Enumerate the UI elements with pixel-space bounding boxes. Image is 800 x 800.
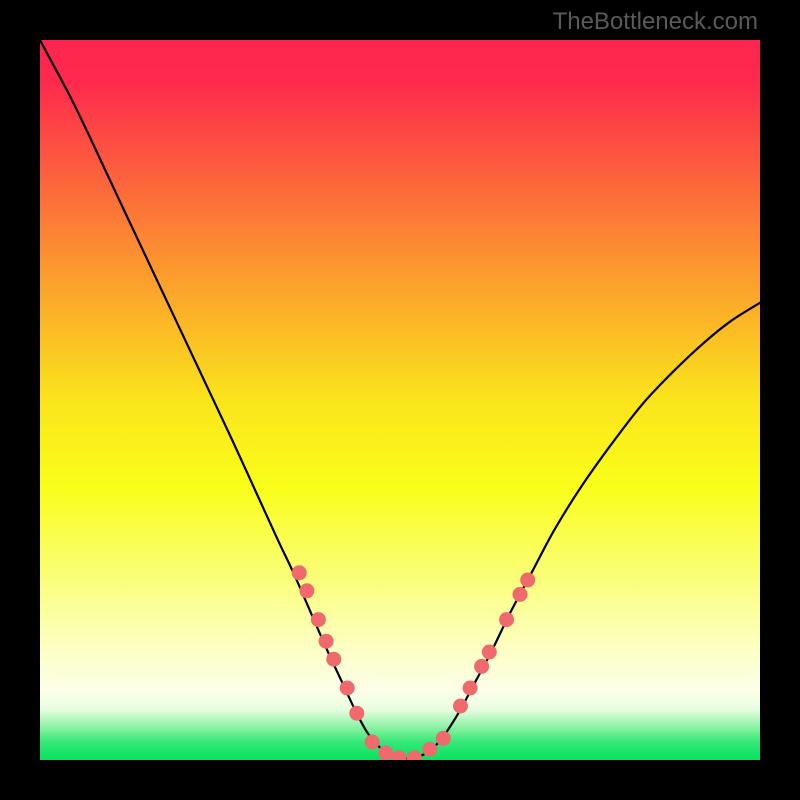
curve-marker [378,745,393,760]
curve-marker [326,652,341,667]
curve-marker [365,735,380,750]
curve-marker [436,731,451,746]
curve-marker [422,742,437,757]
curve-marker [463,681,478,696]
stage: TheBottleneck.com [0,0,800,800]
chart-background [40,40,760,760]
curve-marker [340,681,355,696]
curve-marker [482,645,497,660]
plot-area [40,40,760,760]
curve-marker [520,573,535,588]
curve-marker [349,706,364,721]
curve-marker [513,587,528,602]
curve-marker [474,659,489,674]
curve-marker [311,612,326,627]
curve-marker [499,612,514,627]
curve-marker [299,583,314,598]
watermark-text: TheBottleneck.com [553,8,758,36]
curve-marker [292,565,307,580]
curve-marker [319,634,334,649]
curve-marker [453,699,468,714]
bottleneck-chart [40,40,760,760]
